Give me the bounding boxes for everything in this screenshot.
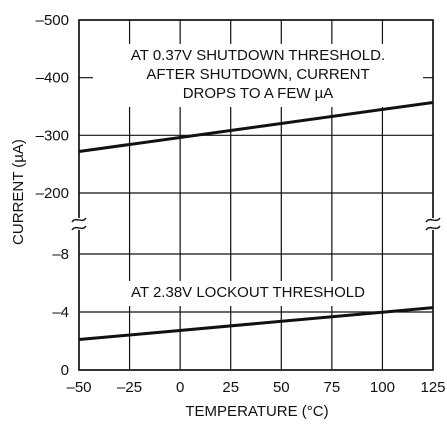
annotation-backdrop: [120, 281, 376, 306]
y-axis-title: CURRENT (µA): [10, 139, 27, 245]
plot-frame: [78, 19, 434, 371]
axis-break-mark: [425, 225, 441, 231]
frame-layer: [71, 19, 441, 371]
annotation-text: AT 0.37V SHUTDOWN THRESHOLD.: [131, 47, 385, 64]
axis-break-gap: [71, 218, 87, 230]
x-tick-label: 75: [324, 379, 341, 396]
x-tick-label: –50: [66, 379, 91, 396]
series-line: [78, 306, 434, 342]
axis-break-gap: [425, 218, 441, 230]
y-tick-label: –300: [36, 127, 69, 144]
x-tick-label: 0: [176, 379, 184, 396]
axis-break-mark: [71, 217, 87, 223]
y-tick-label: 0: [61, 362, 69, 379]
annotation-text: AFTER SHUTDOWN, CURRENT: [146, 66, 369, 83]
y-tick-label: –200: [36, 185, 69, 202]
x-tick-label: 100: [370, 379, 395, 396]
annotation-text: AT 2.38V LOCKOUT THRESHOLD: [131, 284, 365, 301]
series-layer: [78, 100, 434, 342]
tick-layer: –50 –25 0 25 50 75 100 125 –500 –400 –300 –200 –8 –4 0: [36, 12, 446, 396]
annotation-layer: AT 0.37V SHUTDOWN THRESHOLD. AFTER SHUTDO…: [93, 44, 423, 306]
y-tick-label: –500: [36, 12, 69, 29]
axis-break-mark: [425, 217, 441, 223]
x-tick-label: –25: [117, 379, 142, 396]
x-tick-label: 25: [222, 379, 239, 396]
x-tick-label: 50: [273, 379, 290, 396]
y-tick-label: –4: [52, 304, 69, 321]
annotation-text: DROPS TO A FEW µA: [183, 85, 334, 102]
x-tick-label: 125: [420, 379, 445, 396]
series-line: [78, 100, 434, 153]
y-tick-label: –8: [52, 246, 69, 263]
axis-break-mark: [71, 225, 87, 231]
x-axis-title: TEMPERATURE (°C): [185, 403, 328, 420]
y-tick-label: –400: [36, 70, 69, 87]
annotation-backdrop: [93, 44, 423, 107]
